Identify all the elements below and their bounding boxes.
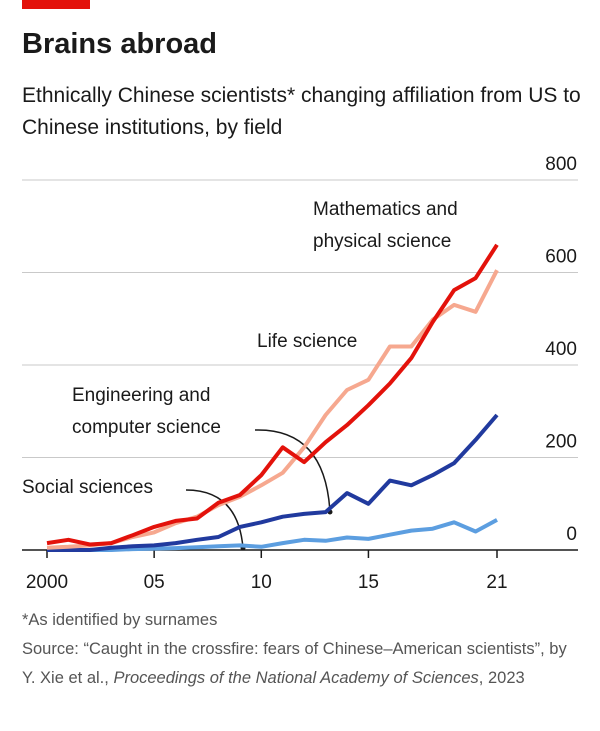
x-tick-label: 05 — [144, 572, 165, 593]
y-tick-label: 800 — [545, 154, 577, 175]
chart-subtitle: Ethnically Chinese scientists* changing … — [22, 84, 581, 139]
source-text: Source: “Caught in the crossfire: fears … — [22, 640, 567, 687]
x-tick-label: 15 — [358, 572, 379, 593]
y-tick-label: 0 — [566, 524, 577, 545]
y-tick-label: 400 — [545, 339, 577, 360]
series-line — [47, 413, 499, 552]
series-label: Mathematics and physical science — [313, 199, 458, 252]
x-tick-label: 2000 — [26, 572, 68, 593]
series-label: Social sciences — [22, 477, 153, 498]
series-label: Engineering and computer science — [72, 385, 221, 438]
x-tick-label: 10 — [251, 572, 272, 593]
brand-bar — [22, 0, 90, 9]
chart-title: Brains abroad — [22, 28, 217, 60]
source-year: , 2023 — [478, 669, 525, 687]
y-tick-label: 200 — [545, 432, 577, 453]
y-tick-label: 600 — [545, 247, 577, 268]
series-line — [46, 243, 499, 547]
source-journal: Proceedings of the National Academy of S… — [113, 669, 479, 687]
footnote: *As identified by surnames — [22, 611, 218, 629]
series-line — [47, 518, 498, 552]
leader-line — [185, 489, 244, 549]
series-label: Life science — [257, 331, 358, 352]
leader-line — [254, 429, 331, 513]
x-tick-label: 21 — [486, 572, 507, 593]
source: Source: “Caught in the crossfire: fears … — [22, 635, 582, 693]
